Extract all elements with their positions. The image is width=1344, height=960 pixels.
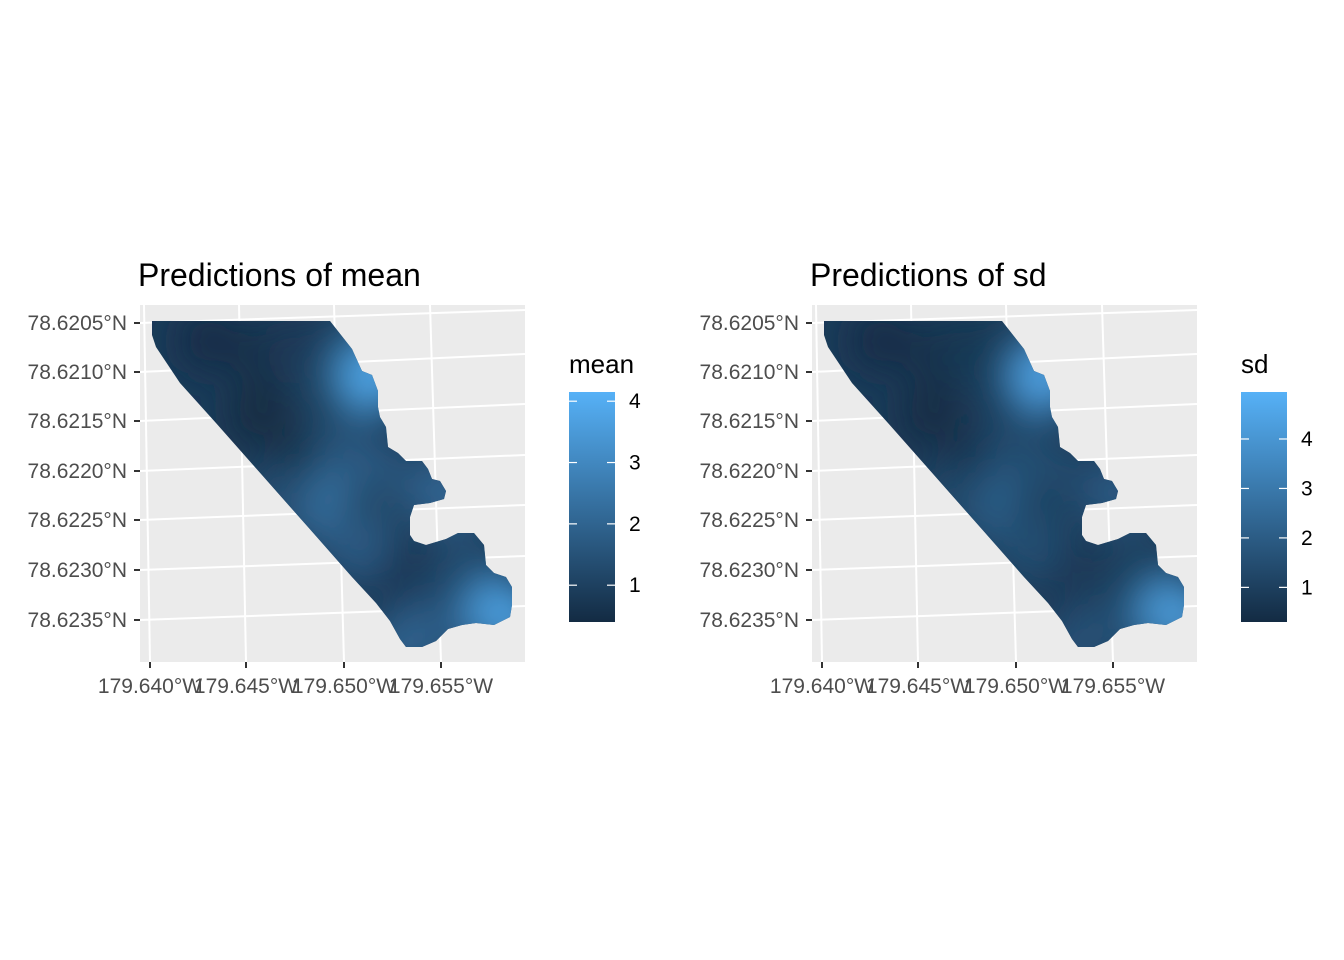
field-point [997, 514, 1066, 583]
gridline-lon [143, 304, 151, 663]
gridline-lat [811, 309, 1198, 324]
legend-label: 4 [1301, 428, 1313, 451]
y-tick-label: 78.6225°N [28, 509, 127, 532]
y-tick-label: 78.6210°N [28, 361, 127, 384]
y-tick-label: 78.6210°N [700, 361, 799, 384]
legend-label: 1 [629, 574, 641, 597]
field-point [897, 379, 966, 448]
x-tick-label: 179.640°W [98, 675, 202, 698]
y-tick-label: 78.6230°N [28, 559, 127, 582]
legend-label: 4 [629, 390, 641, 413]
sd-panel: 78.6205°N 78.6210°N 78.6215°N 78.6220°N 78.6… [700, 257, 1313, 698]
x-tick-label: 179.655°W [389, 675, 493, 698]
x-tick-label: 179.640°W [770, 675, 874, 698]
colorbar-legend: sd 1 2 3 4 [1241, 349, 1313, 622]
chart-title: Predictions of sd [810, 257, 1047, 293]
legend-label: 2 [1301, 527, 1313, 550]
x-tick-label: 179.645°W [866, 675, 970, 698]
y-tick-label: 78.6230°N [700, 559, 799, 582]
y-tick-label: 78.6225°N [700, 509, 799, 532]
x-tick-label: 179.650°W [292, 675, 396, 698]
field-point [225, 379, 294, 448]
legend-label: 3 [1301, 477, 1313, 500]
y-tick-label: 78.6205°N [700, 312, 799, 335]
legend-title: mean [569, 349, 634, 379]
colorbar [569, 392, 615, 622]
y-tick-label: 78.6235°N [700, 609, 799, 632]
x-tick-label: 179.645°W [194, 675, 298, 698]
gridline-lat [139, 309, 526, 324]
legend-label: 2 [629, 513, 641, 536]
x-tick-label: 179.650°W [964, 675, 1068, 698]
y-tick-label: 78.6215°N [28, 410, 127, 433]
colorbar-legend: mean 1 2 3 4 [569, 349, 641, 622]
y-tick-label: 78.6220°N [28, 460, 127, 483]
legend-label: 3 [629, 452, 641, 475]
y-tick-label: 78.6205°N [28, 312, 127, 335]
colorbar [1241, 392, 1287, 622]
y-tick-label: 78.6220°N [700, 460, 799, 483]
field-point [325, 514, 394, 583]
field-point [175, 321, 244, 376]
gridline-lon [815, 304, 823, 663]
y-tick-label: 78.6215°N [700, 410, 799, 433]
chart-title: Predictions of mean [138, 257, 421, 293]
y-tick-label: 78.6235°N [28, 609, 127, 632]
legend-label: 1 [1301, 576, 1313, 599]
mean-panel: 78.6205°N 78.6210°N 78.6215°N 78.6220°N 78.6… [28, 257, 641, 698]
field-point [847, 321, 916, 376]
x-tick-label: 179.655°W [1061, 675, 1165, 698]
legend-title: sd [1241, 349, 1268, 379]
